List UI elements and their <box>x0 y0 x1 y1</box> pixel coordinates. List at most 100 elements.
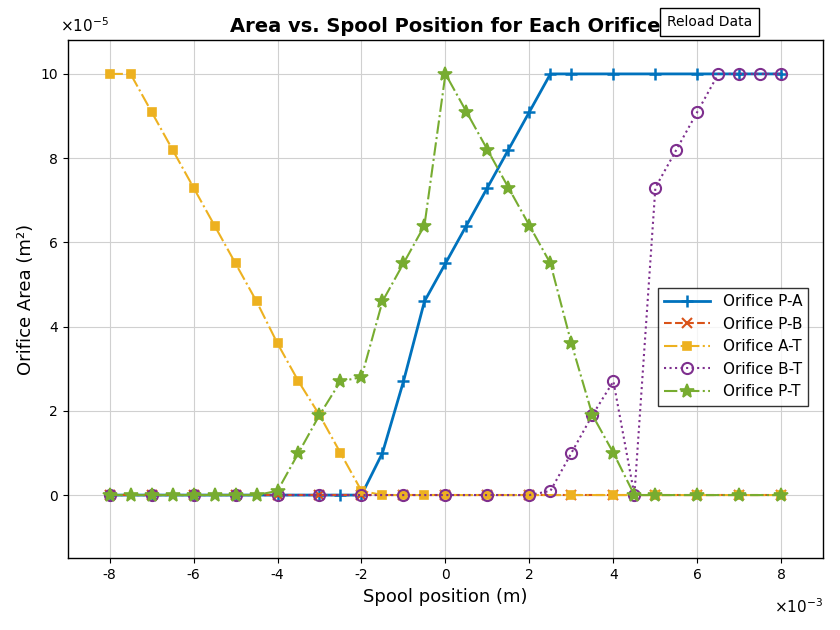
Orifice P-T <box>377 297 387 305</box>
Orifice P-B <box>188 491 198 499</box>
Orifice P-B <box>776 491 786 499</box>
Orifice P-A <box>482 184 492 192</box>
Orifice P-T <box>419 222 429 229</box>
Orifice P-B <box>398 491 408 499</box>
Orifice A-T <box>608 491 618 499</box>
Orifice A-T <box>335 449 345 457</box>
Orifice B-T <box>398 491 408 499</box>
Orifice P-T <box>734 491 744 499</box>
Orifice B-T <box>230 491 240 499</box>
Orifice P-B <box>272 491 282 499</box>
Orifice P-T <box>587 411 597 419</box>
Orifice A-T <box>314 411 324 419</box>
Orifice P-T <box>776 491 786 499</box>
Orifice P-A <box>566 70 576 77</box>
Orifice B-T <box>314 491 324 499</box>
Orifice P-B <box>314 491 324 499</box>
Orifice P-B <box>650 491 660 499</box>
Orifice P-A <box>398 377 408 385</box>
Orifice P-B <box>566 491 576 499</box>
Orifice P-A <box>272 491 282 499</box>
Orifice P-T <box>314 411 324 419</box>
Line: Orifice B-T: Orifice B-T <box>104 69 787 501</box>
Orifice B-T <box>545 487 555 495</box>
Orifice P-T <box>524 222 534 229</box>
Orifice A-T <box>104 70 114 77</box>
Orifice P-A <box>356 491 366 499</box>
Orifice P-T <box>461 108 471 115</box>
Orifice A-T <box>524 491 534 499</box>
Orifice P-T <box>566 340 576 347</box>
Orifice A-T <box>356 487 366 495</box>
Orifice P-B <box>356 491 366 499</box>
Orifice P-B <box>524 491 534 499</box>
Orifice A-T <box>482 491 492 499</box>
Orifice P-T <box>503 184 513 192</box>
Orifice P-T <box>272 487 282 495</box>
Orifice A-T <box>398 491 408 499</box>
Orifice P-B <box>440 491 450 499</box>
Orifice P-B <box>608 491 618 499</box>
Orifice B-T <box>188 491 198 499</box>
Text: $\times10^{-3}$: $\times10^{-3}$ <box>774 597 823 616</box>
Orifice A-T <box>272 340 282 347</box>
Orifice B-T <box>566 449 576 457</box>
Orifice P-B <box>230 491 240 499</box>
Orifice P-T <box>335 377 345 385</box>
Orifice B-T <box>755 70 765 77</box>
Orifice B-T <box>587 411 597 419</box>
Orifice P-A <box>230 491 240 499</box>
Orifice B-T <box>440 491 450 499</box>
Orifice B-T <box>482 491 492 499</box>
Orifice P-A <box>692 70 702 77</box>
Orifice B-T <box>713 70 723 77</box>
Text: Reload Data: Reload Data <box>667 15 753 29</box>
Orifice B-T <box>104 491 114 499</box>
Orifice P-T <box>692 491 702 499</box>
Orifice A-T <box>230 260 240 267</box>
Orifice A-T <box>650 491 660 499</box>
Orifice B-T <box>608 377 618 385</box>
Orifice A-T <box>692 491 702 499</box>
Orifice A-T <box>146 108 156 115</box>
Orifice B-T <box>650 184 660 192</box>
Line: Orifice P-T: Orifice P-T <box>102 67 788 502</box>
Orifice P-T <box>293 449 303 457</box>
Orifice A-T <box>209 222 219 229</box>
Orifice P-A <box>104 491 114 499</box>
Orifice A-T <box>377 491 387 499</box>
Orifice P-B <box>482 491 492 499</box>
Orifice P-A <box>776 70 786 77</box>
Orifice P-T <box>440 70 450 77</box>
Orifice P-T <box>629 491 639 499</box>
Line: Orifice P-B: Orifice P-B <box>105 490 786 500</box>
Orifice B-T <box>776 70 786 77</box>
Orifice P-A <box>608 70 618 77</box>
Orifice P-T <box>167 491 177 499</box>
Orifice P-B <box>104 491 114 499</box>
Orifice P-A <box>419 297 429 305</box>
Orifice P-A <box>440 260 450 267</box>
Orifice A-T <box>167 146 177 154</box>
Orifice P-T <box>146 491 156 499</box>
Orifice P-T <box>650 491 660 499</box>
Orifice P-B <box>734 491 744 499</box>
Orifice P-A <box>545 70 555 77</box>
Orifice B-T <box>356 491 366 499</box>
Orifice P-T <box>608 449 618 457</box>
Orifice P-T <box>251 491 261 499</box>
Orifice P-A <box>461 222 471 229</box>
Orifice B-T <box>734 70 744 77</box>
Orifice A-T <box>734 491 744 499</box>
Orifice A-T <box>125 70 135 77</box>
Orifice P-T <box>209 491 219 499</box>
Y-axis label: Orifice Area (m²): Orifice Area (m²) <box>17 224 34 375</box>
Line: Orifice A-T: Orifice A-T <box>105 70 785 499</box>
Orifice P-T <box>398 260 408 267</box>
Text: $\times10^{-5}$: $\times10^{-5}$ <box>60 16 109 35</box>
Orifice A-T <box>566 491 576 499</box>
Orifice P-A <box>650 70 660 77</box>
Orifice P-B <box>692 491 702 499</box>
Orifice P-A <box>188 491 198 499</box>
Orifice B-T <box>146 491 156 499</box>
